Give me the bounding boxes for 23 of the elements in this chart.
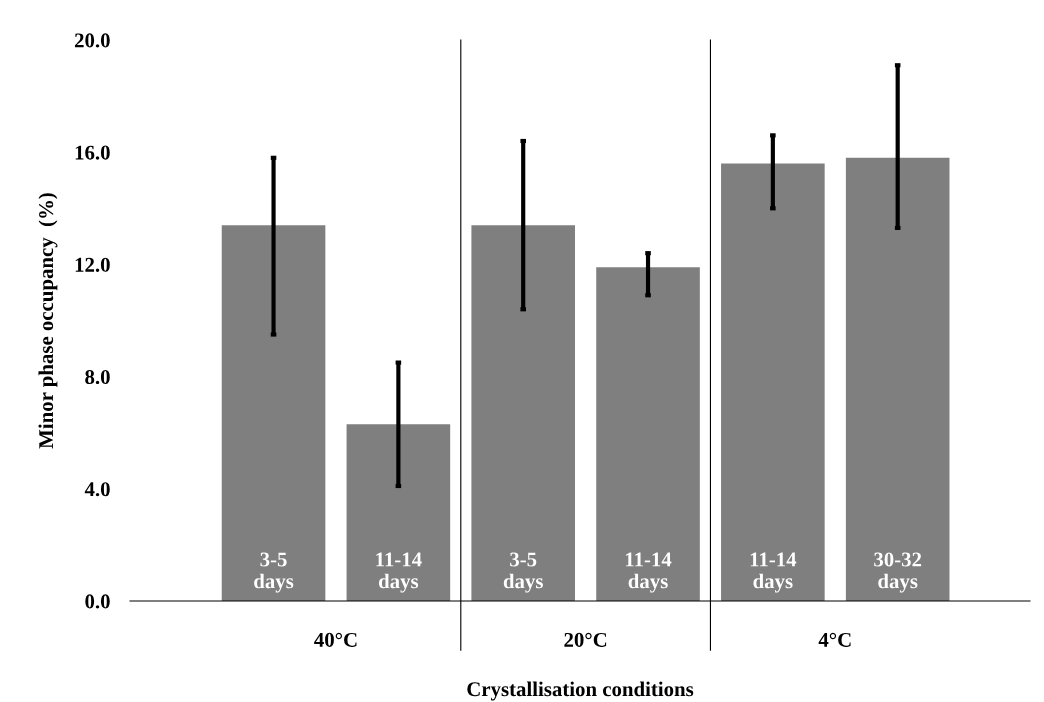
x-tick-label: 3-5 days [503, 552, 543, 593]
x-tick-label: 11-14 days [625, 552, 672, 593]
x-tick-label: 11-14 days [376, 552, 422, 593]
y-tick-label: 4.0 [84, 482, 110, 497]
text: 4°C [818, 632, 851, 647]
y-axis-title: Minor phase occupancy (%) [38, 193, 58, 449]
bar [346, 424, 451, 601]
x-tick-label: 11-14 days [750, 552, 797, 593]
y-tick-label: 0.0 [85, 594, 110, 609]
x-tick-label: 30-32 days [874, 552, 922, 593]
y-tick-label: 12.0 [75, 257, 110, 272]
text: 40°C [314, 632, 357, 647]
y-tick-label: 8.0 [85, 369, 110, 385]
bar [721, 163, 825, 601]
bar [845, 157, 950, 601]
text: 20°C [564, 632, 607, 647]
bar [471, 225, 576, 601]
x-axis-title: Crystallisation conditions [467, 681, 694, 701]
bar [221, 225, 326, 601]
x-tick-label: 3-5 days [254, 552, 294, 593]
bar [596, 267, 700, 601]
y-tick-label: 20.0 [74, 33, 110, 48]
y-tick-label: 16.0 [75, 145, 110, 160]
